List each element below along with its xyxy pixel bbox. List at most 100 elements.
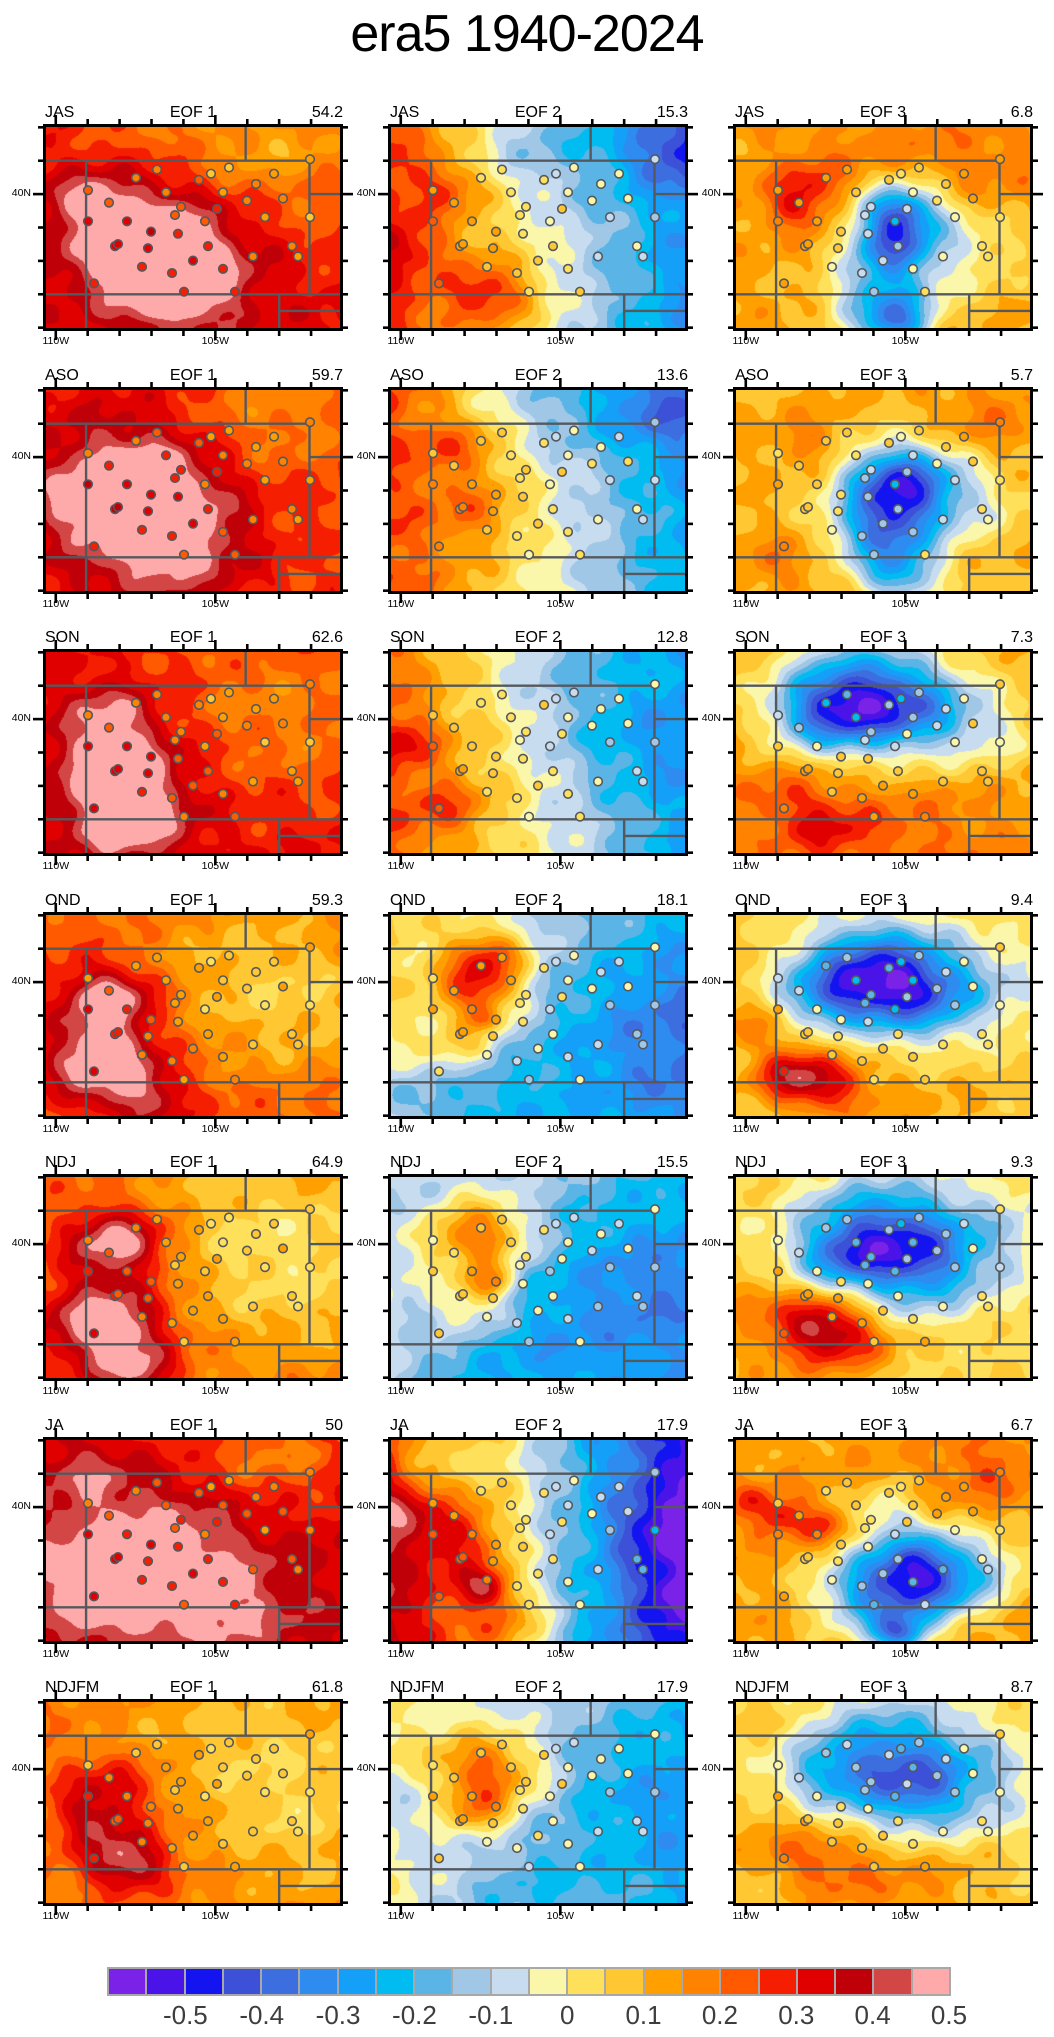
panel-variance-value: 9.4 xyxy=(1010,891,1033,909)
station-marker xyxy=(259,999,271,1010)
station-marker xyxy=(562,187,574,198)
lon-axis-label: 110W xyxy=(732,860,760,872)
station-marker xyxy=(229,1599,241,1610)
station-marker xyxy=(832,768,844,779)
map-area: 40N 110W 105W xyxy=(12,115,353,347)
station-marker xyxy=(544,216,556,227)
map-panel: OND EOF 3 9.4 40N 110W 105W xyxy=(702,888,1043,1135)
station-marker xyxy=(835,226,847,237)
station-marker xyxy=(889,216,901,227)
station-marker xyxy=(556,1778,568,1789)
station-marker xyxy=(994,999,1006,1010)
station-marker xyxy=(286,766,298,777)
station-marker xyxy=(592,1826,604,1837)
panel-variance-value: 17.9 xyxy=(656,1679,688,1696)
station-marker xyxy=(586,720,598,731)
station-marker xyxy=(136,1049,148,1060)
station-marker xyxy=(145,751,157,762)
station-marker xyxy=(487,1293,499,1304)
station-marker xyxy=(862,753,874,764)
map-frame xyxy=(733,1699,1033,1906)
station-marker xyxy=(223,1474,235,1486)
station-marker xyxy=(505,449,517,460)
station-marker xyxy=(907,263,919,274)
station-marker xyxy=(574,811,586,822)
colorbar-swatch xyxy=(300,1969,337,1994)
station-marker xyxy=(229,811,241,822)
station-marker xyxy=(907,1576,919,1587)
station-marker xyxy=(832,505,844,516)
colorbar-swatch xyxy=(147,1969,184,1994)
panel-eof-label: EOF 3 xyxy=(859,1154,907,1171)
station-marker xyxy=(811,1266,823,1277)
station-marker xyxy=(136,524,148,535)
station-marker xyxy=(850,712,862,723)
station-marker xyxy=(649,737,661,748)
station-marker xyxy=(556,203,568,214)
station-marker xyxy=(931,982,943,994)
station-marker xyxy=(772,1266,784,1277)
station-marker xyxy=(568,424,580,436)
station-marker xyxy=(994,1787,1006,1798)
lon-axis-label: 105W xyxy=(546,1122,575,1135)
lat-axis-label: 40N xyxy=(11,1237,31,1250)
map-frame xyxy=(43,1699,343,1906)
station-marker xyxy=(217,1762,229,1773)
map-overlay xyxy=(723,640,1043,865)
station-marker xyxy=(793,460,805,471)
station-marker xyxy=(958,1743,970,1754)
colorbar-swatch xyxy=(415,1969,452,1994)
station-marker xyxy=(142,1818,154,1829)
station-marker xyxy=(631,1553,643,1564)
station-marker xyxy=(250,1228,262,1240)
station-marker xyxy=(850,187,862,198)
station-marker xyxy=(457,1551,469,1562)
panel-variance-value: 7.3 xyxy=(1010,629,1033,646)
station-marker xyxy=(772,1791,784,1802)
station-marker xyxy=(496,164,508,175)
station-marker xyxy=(949,999,961,1010)
panel-grid: JAS EOF 1 54.2 40N 110W 105W JAS EOF 2 15.3 40N 11… xyxy=(11,104,1043,1922)
station-marker xyxy=(622,718,634,729)
station-marker xyxy=(211,1516,223,1527)
station-marker xyxy=(151,1739,163,1750)
station-marker xyxy=(850,1762,862,1773)
station-marker xyxy=(427,1497,439,1508)
station-marker xyxy=(574,549,586,560)
station-marker xyxy=(976,1028,988,1039)
station-marker xyxy=(982,776,994,787)
station-marker xyxy=(151,1476,163,1488)
station-marker xyxy=(448,1510,460,1521)
station-marker xyxy=(82,1266,94,1277)
station-marker xyxy=(490,226,502,237)
station-marker xyxy=(160,1762,172,1773)
station-marker xyxy=(286,1291,298,1302)
station-marker xyxy=(457,238,469,250)
station-marker xyxy=(595,703,607,715)
station-marker xyxy=(856,1842,868,1854)
station-marker xyxy=(994,1466,1006,1477)
colorbar-labels: -0.5 -0.4 -0.3 -0.2 -0.1 0 0.1 0.2 0.3 0.4 0.5 xyxy=(107,2000,967,2032)
station-marker xyxy=(82,216,94,227)
station-marker xyxy=(976,1291,988,1302)
station-marker xyxy=(550,431,562,442)
station-marker xyxy=(850,974,862,985)
station-marker xyxy=(994,212,1006,223)
panel-season-label: OND xyxy=(735,891,771,909)
map-frame xyxy=(43,1436,343,1644)
lon-axis-label: 105W xyxy=(201,860,230,872)
station-marker xyxy=(907,974,919,985)
station-marker xyxy=(217,263,229,274)
station-marker xyxy=(514,209,526,221)
station-marker xyxy=(292,1563,304,1575)
contour-field-canvas xyxy=(388,124,688,331)
station-marker xyxy=(82,710,94,721)
station-marker xyxy=(907,1838,919,1849)
station-marker xyxy=(475,172,487,183)
station-marker xyxy=(82,1235,94,1246)
map-area: 40N 110W 105W xyxy=(702,640,1043,872)
station-marker xyxy=(241,1245,253,1256)
colorbar-tick-label: -0.4 xyxy=(239,2000,285,2030)
lon-axis-label: 110W xyxy=(42,1910,70,1922)
map-frame xyxy=(388,124,688,331)
